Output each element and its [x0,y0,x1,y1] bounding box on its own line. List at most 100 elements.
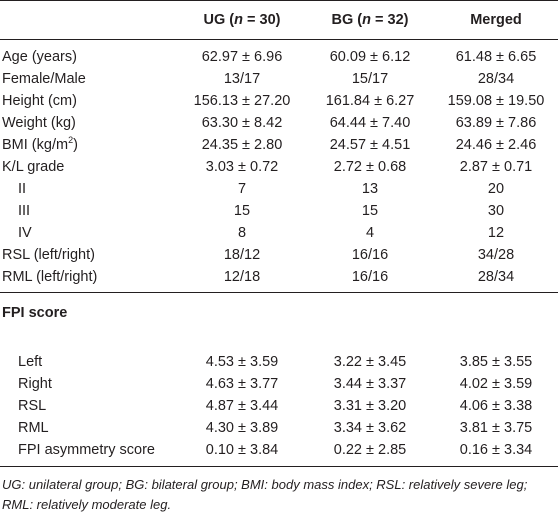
cell-ug: 63.30 ± 8.42 [201,115,283,131]
header-ug-prefix: UG ( [203,12,235,28]
cell-merged: 159.08 ± 19.50 [447,93,545,109]
cell-ug: 62.97 ± 6.96 [201,49,283,65]
row-label: FPI asymmetry score [18,442,155,458]
row-label: Female/Male [2,71,86,87]
cell-ug: 18/12 [223,247,261,263]
header-ug-suffix: = 30) [242,12,281,28]
cell-merged: 3.81 ± 3.75 [459,420,533,436]
cell-merged: 20 [487,181,505,197]
row-label: Right [18,376,52,392]
section-header-row: FPI score [0,292,558,334]
cell-merged: 2.87 ± 0.71 [459,159,533,175]
table-row: RML 4.30 ± 3.89 3.34 ± 3.62 3.81 ± 3.75 [0,417,558,439]
table-row: Left 4.53 ± 3.59 3.22 ± 3.45 3.85 ± 3.55 [0,351,558,373]
demographics-table: UG (n = 30) BG (n = 32) Merged Age (year… [0,0,558,467]
cell-bg: 3.34 ± 3.62 [333,420,407,436]
cell-ug: 7 [237,181,247,197]
cell-ug: 4.63 ± 3.77 [205,376,279,392]
row-label: RML (left/right) [2,269,98,285]
table-row: IV 8 4 12 [0,222,558,244]
row-label: IV [18,225,32,241]
row-label: K/L grade [2,159,65,175]
header-empty [0,1,178,40]
cell-bg: 161.84 ± 6.27 [325,93,415,109]
cell-merged: 28/34 [477,269,515,285]
cell-ug: 15 [233,203,251,219]
table-header-row: UG (n = 30) BG (n = 32) Merged [0,0,558,40]
header-bg: BG (n = 32) [306,1,434,40]
section-title-fpi: FPI score [2,305,68,321]
table-row: RML (left/right) 12/18 16/16 28/34 [0,266,558,293]
table-row: RSL (left/right) 18/12 16/16 34/28 [0,244,558,266]
cell-ug: 24.35 ± 2.80 [201,137,283,153]
cell-ug: 0.10 ± 3.84 [205,442,279,458]
table-row: Female/Male 13/17 15/17 28/34 [0,68,558,90]
header-ug: UG (n = 30) [178,1,306,40]
cell-bg: 13 [361,181,379,197]
spacer-row [0,333,558,351]
cell-bg: 3.22 ± 3.45 [333,354,407,370]
cell-ug: 13/17 [223,71,261,87]
table-row: Height (cm) 156.13 ± 27.20 161.84 ± 6.27… [0,90,558,112]
demographics-table-container: UG (n = 30) BG (n = 32) Merged Age (year… [0,0,558,512]
row-label: II [18,181,27,197]
cell-bg: 64.44 ± 7.40 [329,115,411,131]
cell-bg: 3.31 ± 3.20 [333,398,407,414]
row-label: RSL (left/right) [2,247,95,263]
table-row: RSL 4.87 ± 3.44 3.31 ± 3.20 4.06 ± 3.38 [0,395,558,417]
cell-bg: 4 [365,225,375,241]
cell-bg: 15 [361,203,379,219]
table-footnote: UG: unilateral group; BG: bilateral grou… [2,477,528,512]
table-row: Age (years) 62.97 ± 6.96 60.09 ± 6.12 61… [0,40,558,69]
cell-bg: 60.09 ± 6.12 [329,49,411,65]
header-merged: Merged [470,12,522,28]
cell-bg: 15/17 [351,71,389,87]
table-row: II 7 13 20 [0,178,558,200]
cell-bg: 16/16 [351,247,389,263]
row-label: RSL [18,398,47,414]
table-row: BMI (kg/m2) 24.35 ± 2.80 24.57 ± 4.51 24… [0,134,558,156]
bmi-label-end: ) [73,137,78,153]
row-label: III [18,203,31,219]
cell-ug: 4.87 ± 3.44 [205,398,279,414]
cell-bg: 16/16 [351,269,389,285]
cell-ug: 156.13 ± 27.20 [193,93,291,109]
table-row: III 15 15 30 [0,200,558,222]
header-bg-suffix: = 32) [370,12,409,28]
cell-ug: 8 [237,225,247,241]
table-row: Right 4.63 ± 3.77 3.44 ± 3.37 4.02 ± 3.5… [0,373,558,395]
cell-merged: 63.89 ± 7.86 [455,115,537,131]
row-label: Weight (kg) [2,115,76,131]
row-label: BMI (kg/m2) [0,134,178,156]
cell-merged: 28/34 [477,71,515,87]
cell-bg: 24.57 ± 4.51 [329,137,411,153]
cell-merged: 34/28 [477,247,515,263]
table-row: K/L grade 3.03 ± 0.72 2.72 ± 0.68 2.87 ±… [0,156,558,178]
cell-ug: 3.03 ± 0.72 [205,159,279,175]
row-label: Left [18,354,43,370]
bmi-label-sup: 2 [68,135,74,146]
row-label: RML [18,420,49,436]
cell-merged: 3.85 ± 3.55 [459,354,533,370]
cell-ug: 12/18 [223,269,261,285]
cell-ug: 4.30 ± 3.89 [205,420,279,436]
row-label: Age (years) [2,49,77,65]
row-label: Height (cm) [2,93,77,109]
table-row: Weight (kg) 63.30 ± 8.42 64.44 ± 7.40 63… [0,112,558,134]
cell-merged: 61.48 ± 6.65 [455,49,537,65]
cell-bg: 2.72 ± 0.68 [333,159,407,175]
cell-merged: 4.02 ± 3.59 [459,376,533,392]
header-bg-n: n [362,12,371,28]
spacer-cell [0,333,558,351]
cell-merged: 4.06 ± 3.38 [459,398,533,414]
bmi-label-main: BMI (kg/m [2,137,69,153]
cell-merged: 30 [487,203,505,219]
table-row: FPI asymmetry score 0.10 ± 3.84 0.22 ± 2… [0,439,558,467]
header-bg-prefix: BG ( [331,12,363,28]
cell-ug: 4.53 ± 3.59 [205,354,279,370]
cell-merged: 0.16 ± 3.34 [459,442,533,458]
cell-merged: 12 [487,225,505,241]
cell-merged: 24.46 ± 2.46 [455,137,537,153]
cell-bg: 0.22 ± 2.85 [333,442,407,458]
header-ug-n: n [234,12,243,28]
